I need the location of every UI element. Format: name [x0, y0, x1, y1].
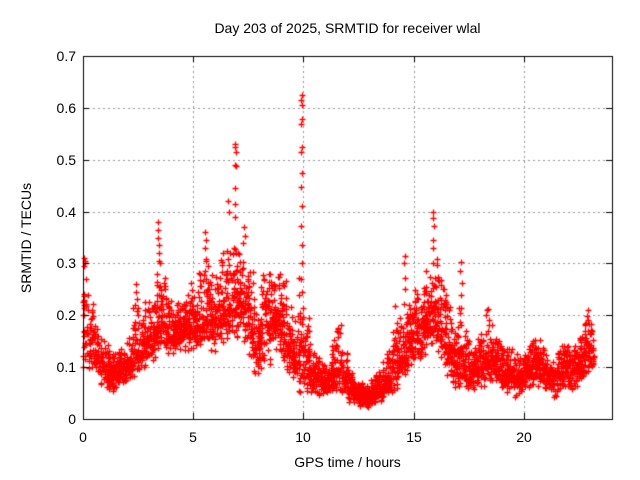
y-tick-label: 0 [68, 411, 76, 427]
x-tick-label: 10 [295, 429, 311, 445]
x-tick-label: 15 [406, 429, 422, 445]
x-tick-label: 20 [516, 429, 532, 445]
x-axis-label: GPS time / hours [294, 454, 401, 470]
chart-title: Day 203 of 2025, SRMTID for receiver wla… [214, 20, 481, 36]
x-tick-label: 5 [189, 429, 197, 445]
y-tick-label: 0.6 [56, 100, 76, 116]
y-tick-label: 0.5 [56, 152, 76, 168]
y-tick-label: 0.7 [56, 48, 76, 64]
x-tick-label: 0 [79, 429, 87, 445]
y-tick-label: 0.2 [56, 307, 76, 323]
y-tick-label: 0.1 [56, 359, 76, 375]
y-axis-label: SRMTID / TECUs [18, 182, 34, 294]
y-tick-label: 0.3 [56, 255, 76, 271]
y-tick-label: 0.4 [56, 204, 76, 220]
